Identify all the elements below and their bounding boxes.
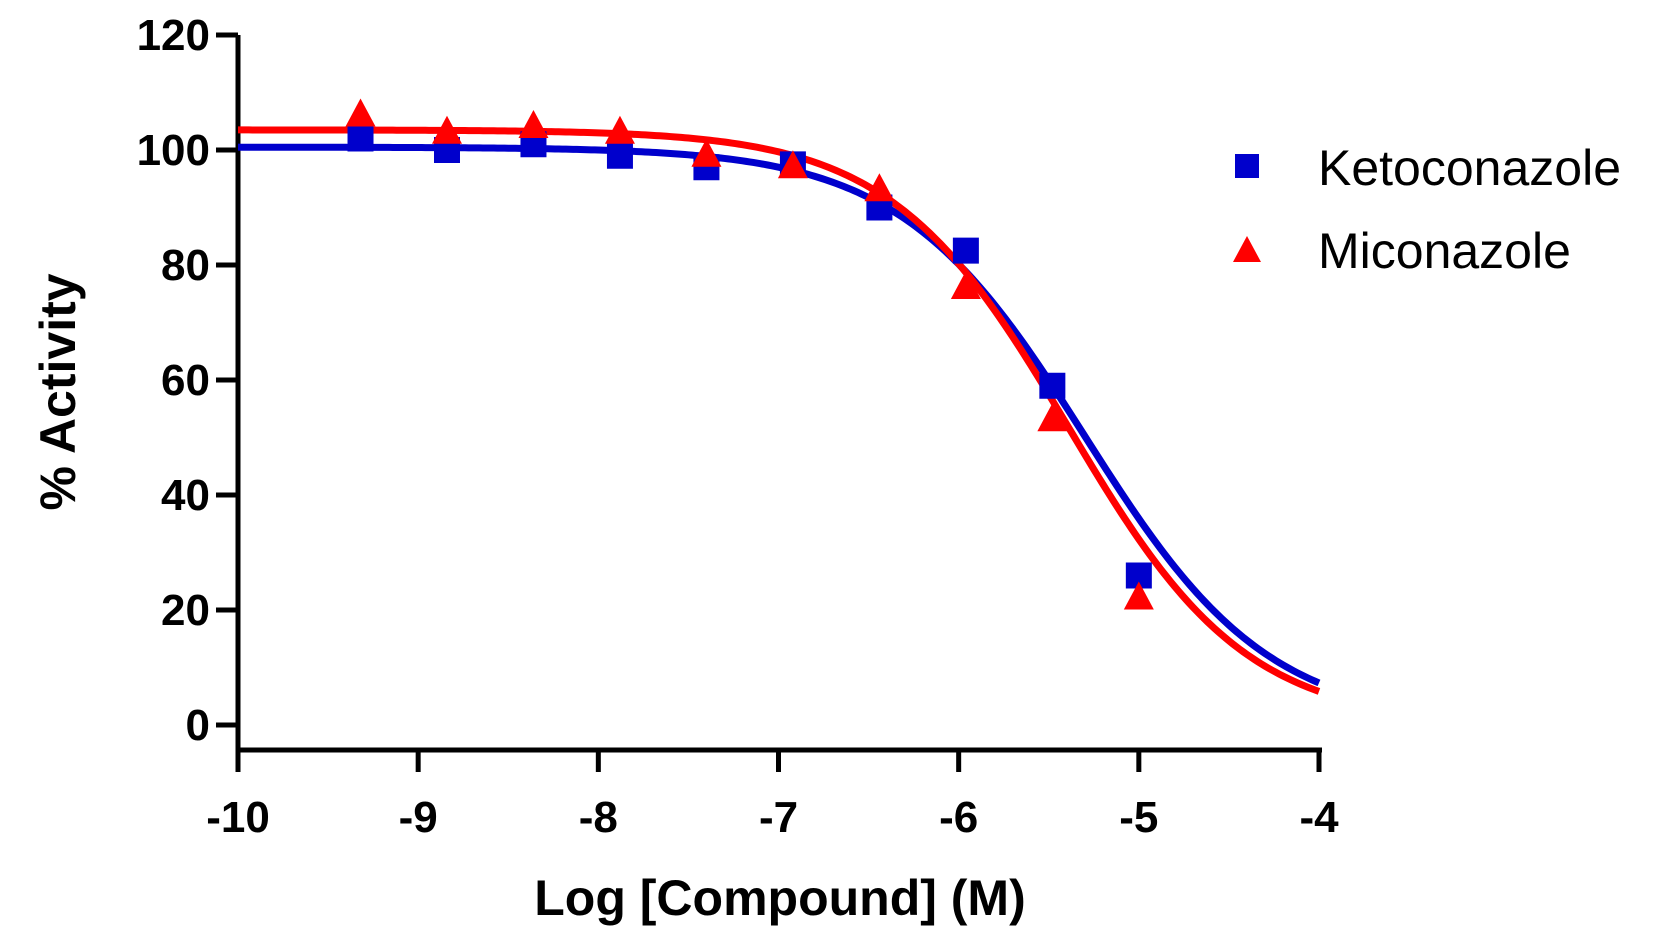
legend-ketoconazole-marker <box>1235 154 1259 178</box>
y-tick-label: 40 <box>161 471 210 520</box>
y-tick-label: 100 <box>137 126 210 175</box>
legend-ketoconazole-label: Ketoconazole <box>1318 140 1621 196</box>
data-point-miconazole <box>1037 403 1068 432</box>
fit-curve-ketoconazole <box>237 143 1321 687</box>
y-tick-label: 20 <box>161 586 210 635</box>
fit-curves <box>237 126 1321 695</box>
data-point-miconazole <box>604 115 635 144</box>
x-axis-ticks: -10 -9 -8 -7 -6 -5 -4 <box>206 750 1339 842</box>
y-axis-ticks: 0 20 40 60 80 100 120 <box>137 11 238 750</box>
x-tick-label: -8 <box>579 793 618 842</box>
x-tick-label: -7 <box>759 793 798 842</box>
data-point-ketoconazole <box>347 125 374 152</box>
y-tick-label: 0 <box>186 701 210 750</box>
y-tick-label: 60 <box>161 356 210 405</box>
x-tick-label: -5 <box>1119 793 1158 842</box>
y-axis-title: % Activity <box>30 273 86 510</box>
legend-miconazole-marker <box>1233 236 1261 262</box>
x-tick-label: -9 <box>399 793 438 842</box>
fit-curve-miconazole <box>238 126 1321 695</box>
data-point-miconazole <box>950 271 981 299</box>
data-point-ketoconazole <box>1039 372 1066 399</box>
legend-miconazole-label: Miconazole <box>1318 223 1571 279</box>
data-point-ketoconazole <box>952 237 979 264</box>
y-tick-label: 120 <box>137 11 210 60</box>
data-point-miconazole <box>777 150 808 179</box>
y-tick-label: 80 <box>161 241 210 290</box>
data-points <box>345 98 1154 610</box>
x-tick-label: -6 <box>939 793 978 842</box>
x-tick-label: -4 <box>1299 793 1339 842</box>
legend: Ketoconazole Miconazole <box>1233 140 1621 279</box>
data-point-miconazole <box>1123 581 1154 610</box>
data-point-ketoconazole <box>606 142 633 169</box>
data-point-miconazole <box>518 110 549 138</box>
data-point-miconazole <box>431 115 462 144</box>
data-point-miconazole <box>691 138 722 167</box>
data-point-miconazole <box>345 98 376 127</box>
data-point-miconazole <box>864 173 895 202</box>
x-tick-label: -10 <box>206 793 270 842</box>
axes <box>235 35 1322 753</box>
x-axis-title: Log [Compound] (M) <box>534 870 1025 926</box>
